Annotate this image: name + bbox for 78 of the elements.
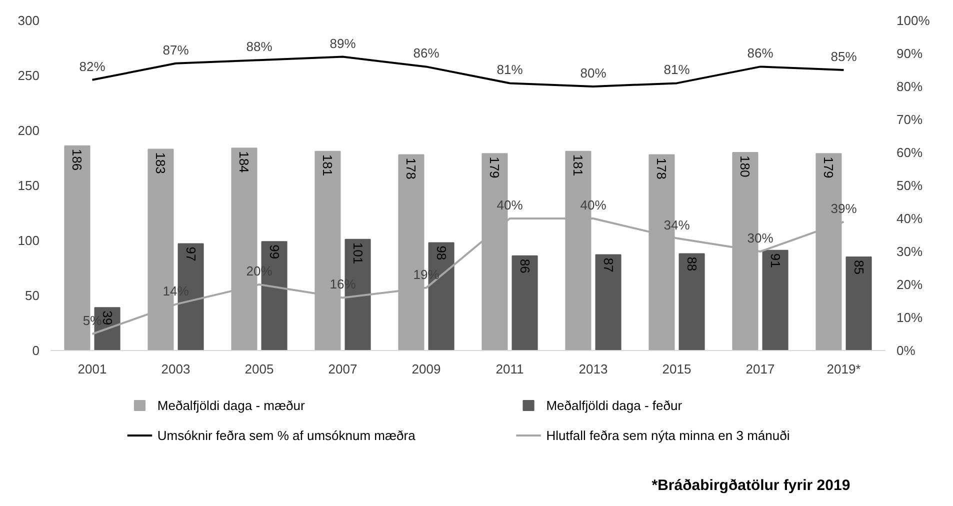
data-label: 40%: [496, 198, 524, 212]
y2-tick-label: 30%: [896, 244, 923, 259]
data-label: 85%: [830, 49, 858, 64]
bar: [678, 253, 705, 350]
data-label: 180: [738, 156, 753, 178]
y-tick-label: 100: [18, 233, 40, 248]
x-tick-label: 2007: [328, 362, 358, 376]
data-label: 80%: [580, 66, 607, 80]
text: *Bráðabirgðatölur fyrir 2019: [652, 477, 850, 494]
data-label: 179: [821, 156, 836, 178]
data-label: 89%: [330, 36, 356, 51]
y2-tick-label: 0%: [896, 343, 916, 358]
data-label: 14%: [162, 283, 190, 298]
y2-tick-label: 10%: [896, 310, 923, 325]
data-label: 39%: [830, 200, 858, 216]
bar: [512, 255, 538, 350]
x-tick-label: 2019*: [826, 362, 861, 376]
x-tick-label: 2005: [244, 362, 274, 376]
x-tick-label: 2015: [662, 362, 692, 376]
legend-label: Hlutfall feðra sem nýta minna en 3 mánuði: [546, 428, 790, 443]
data-label: 82%: [79, 58, 106, 74]
data-label: 98: [434, 246, 449, 260]
y2-tick-label: 100%: [896, 13, 930, 28]
data-label: 81%: [664, 62, 690, 78]
bar: [762, 250, 788, 350]
y-tick-label: 200: [18, 123, 40, 138]
data-label: 40%: [580, 198, 607, 212]
bar: [846, 256, 872, 350]
x-tick-label: 2009: [412, 362, 441, 376]
y2-tick-label: 40%: [896, 211, 923, 226]
x-tick-label: 2003: [161, 362, 190, 376]
data-label: 16%: [330, 276, 356, 292]
data-label: 183: [153, 152, 168, 174]
y2-tick-label: 20%: [896, 277, 923, 292]
y2-tick-label: 70%: [896, 112, 923, 127]
data-label: 81%: [496, 62, 524, 78]
legend-label: Meðalfjöldi daga - mæður: [157, 398, 306, 413]
data-label: 178: [654, 158, 670, 180]
data-label: 20%: [246, 264, 273, 278]
data-label: 179: [487, 156, 502, 178]
data-label: 181: [570, 154, 586, 176]
y-tick-label: 50: [25, 288, 40, 303]
data-label: 86: [517, 258, 532, 274]
data-label: 87%: [162, 42, 190, 58]
x-tick-label: 2017: [746, 362, 775, 376]
data-label: 91: [768, 253, 783, 268]
data-label: 85: [851, 260, 866, 274]
x-tick-label: 2013: [578, 362, 608, 376]
y-tick-label: 300: [18, 13, 40, 28]
data-label: 88%: [246, 39, 273, 54]
y2-tick-label: 60%: [896, 145, 923, 160]
x-tick-label: 2011: [496, 362, 524, 376]
y-tick-label: 250: [18, 68, 40, 83]
y-tick-label: 150: [18, 178, 40, 193]
data-label: 181: [320, 154, 336, 176]
data-label: 34%: [664, 217, 690, 232]
data-label: 186: [70, 148, 85, 171]
y2-tick-label: 90%: [896, 46, 923, 61]
data-label: 99: [266, 244, 282, 260]
data-label: 87: [600, 258, 616, 272]
data-label: 101: [350, 242, 366, 264]
data-label: 86%: [413, 46, 440, 61]
data-label: 30%: [747, 230, 774, 246]
legend-label: Umsóknir feðra sem % af umsóknum mæðra: [157, 428, 416, 443]
data-label: 19%: [413, 266, 440, 282]
y2-tick-label: 80%: [896, 79, 923, 94]
data-label: 39: [100, 310, 115, 326]
data-label: 5%: [82, 313, 102, 328]
data-label: 184: [236, 151, 252, 173]
y-tick-label: 0: [32, 343, 40, 358]
bar: [595, 254, 622, 350]
x-tick-label: 2001: [78, 362, 107, 376]
data-label: 86%: [747, 46, 774, 61]
data-label: 178: [404, 158, 419, 180]
y2-tick-label: 50%: [896, 178, 923, 193]
data-label: 97: [183, 246, 198, 262]
data-label: 88: [684, 256, 700, 272]
legend-label: Meðalfjöldi daga - feður: [546, 398, 683, 413]
